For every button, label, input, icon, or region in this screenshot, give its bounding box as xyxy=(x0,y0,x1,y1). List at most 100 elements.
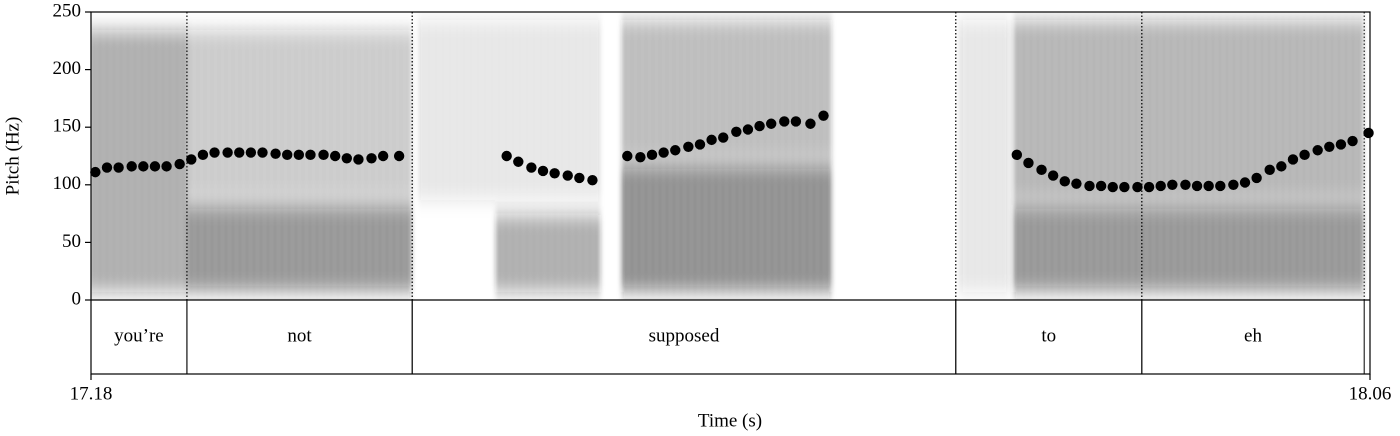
pitch-point xyxy=(222,147,233,158)
pitch-point xyxy=(1180,179,1191,190)
pitch-point xyxy=(670,145,681,156)
pitch-point xyxy=(731,126,742,138)
pitch-point xyxy=(149,161,161,172)
pitch-point xyxy=(353,154,364,165)
pitch-point xyxy=(818,110,829,121)
pitch-point xyxy=(646,149,658,161)
pitch-point xyxy=(161,161,172,172)
pitch-point xyxy=(1203,180,1214,192)
pitch-point xyxy=(562,170,573,181)
x-tick-label: 17.18 xyxy=(70,383,113,404)
pitch-point xyxy=(1059,176,1070,187)
pitch-point xyxy=(754,120,765,132)
pitch-point xyxy=(126,161,137,172)
pitch-point xyxy=(174,158,185,170)
pitch-point xyxy=(1215,180,1226,192)
pitch-point xyxy=(1335,139,1347,150)
pitch-point xyxy=(270,148,281,159)
pitch-point xyxy=(1228,179,1239,190)
pitch-point xyxy=(293,149,305,161)
pitch-point xyxy=(234,147,245,158)
x-axis-label: Time (s) xyxy=(698,410,762,431)
word-label: to xyxy=(1041,325,1056,346)
pitch-point xyxy=(1047,170,1059,181)
pitch-point xyxy=(706,134,717,146)
x-tick-label: 18.06 xyxy=(1349,383,1392,404)
pitch-point xyxy=(1071,178,1082,189)
pitch-point xyxy=(341,153,352,164)
pitch-point xyxy=(318,149,329,161)
pitch-point xyxy=(1143,181,1155,193)
pitch-point xyxy=(718,132,729,143)
pitch-point xyxy=(113,162,124,173)
pitch-point xyxy=(245,147,257,158)
pitch-point xyxy=(549,168,560,179)
pitch-point xyxy=(574,172,585,184)
pitch-point xyxy=(779,116,790,127)
pitch-point xyxy=(694,139,706,150)
pitch-point xyxy=(1155,180,1166,192)
pitch-point xyxy=(805,118,816,129)
pitch-point xyxy=(1119,181,1130,193)
pitch-point xyxy=(1023,157,1034,169)
pitch-point xyxy=(1324,141,1335,152)
pitch-point xyxy=(635,151,646,163)
pitch-point xyxy=(765,118,777,129)
y-tick-label: 150 xyxy=(53,116,82,137)
pitch-point xyxy=(1276,161,1287,172)
pitch-point xyxy=(513,156,524,167)
pitch-point xyxy=(186,154,197,165)
pitch-point xyxy=(1107,181,1118,193)
word-label: eh xyxy=(1244,325,1262,346)
spectrogram xyxy=(91,20,1365,292)
pitch-point xyxy=(257,147,268,158)
pitch-point xyxy=(90,166,101,178)
pitch-point xyxy=(209,147,220,158)
pitch-point xyxy=(1287,154,1299,165)
y-axis-label: Pitch (Hz) xyxy=(2,117,23,196)
y-tick-label: 250 xyxy=(53,0,82,21)
pitch-point xyxy=(658,147,669,158)
pitch-point xyxy=(1132,181,1143,193)
pitch-point xyxy=(683,141,694,152)
pitch-point xyxy=(1347,135,1358,147)
pitch-point xyxy=(1363,127,1374,139)
y-tick-label: 50 xyxy=(62,231,81,252)
pitch-point xyxy=(329,150,341,162)
pitch-point xyxy=(537,165,549,177)
pitch-point xyxy=(1264,164,1275,176)
y-tick-label: 0 xyxy=(72,288,82,309)
pitch-point xyxy=(1167,179,1178,190)
word-label: supposed xyxy=(649,325,720,346)
pitch-point xyxy=(501,150,512,162)
pitch-point xyxy=(1036,164,1047,176)
y-tick-label: 100 xyxy=(53,173,82,194)
pitch-point xyxy=(101,162,113,173)
pitch-point xyxy=(377,150,389,162)
pitch-point xyxy=(1095,180,1107,192)
pitch-point xyxy=(197,149,209,161)
pitch-point xyxy=(1084,180,1095,192)
pitch-point xyxy=(1011,149,1023,161)
pitch-point xyxy=(1191,180,1203,192)
pitch-point xyxy=(1299,149,1310,161)
pitch-point xyxy=(587,174,598,186)
pitch-point xyxy=(138,161,149,172)
pitch-point xyxy=(393,150,405,162)
plot-frame xyxy=(90,11,1371,375)
pitch-point xyxy=(1239,177,1251,188)
word-label: you’re xyxy=(114,325,164,346)
pitch-point xyxy=(1251,172,1262,184)
pitch-point xyxy=(526,162,537,173)
pitch-point xyxy=(790,116,802,127)
pitch-point xyxy=(366,153,377,164)
pitch-point xyxy=(282,149,293,161)
y-tick-label: 200 xyxy=(53,58,82,79)
word-label: not xyxy=(287,325,312,346)
pitch-point xyxy=(622,150,633,162)
pitch-point xyxy=(305,149,316,161)
pitch-point xyxy=(1312,145,1323,156)
pitch-point xyxy=(742,124,754,135)
